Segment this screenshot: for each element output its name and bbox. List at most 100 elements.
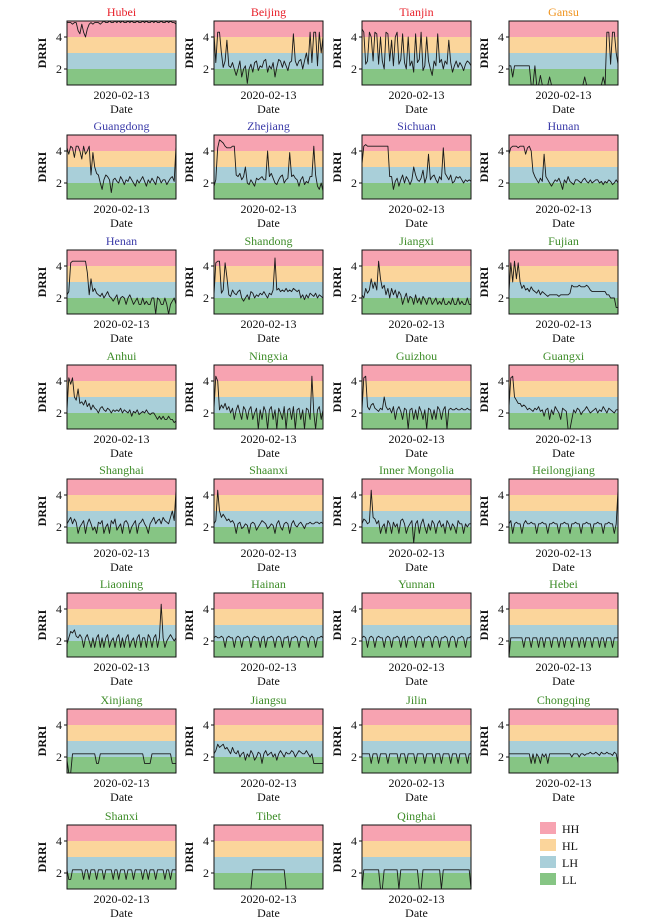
x-tick-label: 2020-02-13 bbox=[94, 432, 150, 446]
y-axis-label: DRRI bbox=[330, 841, 344, 872]
y-axis-label: DRRI bbox=[35, 266, 49, 297]
band-hl bbox=[509, 37, 618, 53]
y-axis-label: DRRI bbox=[330, 266, 344, 297]
x-tick-label: 2020-02-13 bbox=[94, 546, 150, 560]
y-tick-label: 2 bbox=[351, 634, 357, 648]
band-hl bbox=[214, 609, 323, 625]
band-hh bbox=[214, 825, 323, 841]
band-hl bbox=[214, 266, 323, 282]
y-tick-label: 4 bbox=[203, 30, 209, 44]
x-tick-label: 2020-02-13 bbox=[241, 432, 297, 446]
x-axis-label: Date bbox=[257, 446, 280, 460]
band-hh bbox=[67, 593, 176, 609]
drri-series-line bbox=[361, 144, 472, 190]
drri-series-line bbox=[66, 377, 177, 424]
y-tick-label: 4 bbox=[56, 718, 62, 732]
band-hh bbox=[509, 709, 618, 725]
panel-title: Tianjin bbox=[399, 5, 433, 19]
y-tick-label: 4 bbox=[351, 374, 357, 388]
band-ll bbox=[509, 757, 618, 773]
legend-swatch-ll bbox=[540, 873, 556, 885]
y-tick-label: 4 bbox=[498, 374, 504, 388]
band-lh bbox=[362, 857, 471, 873]
band-hh bbox=[362, 135, 471, 151]
x-axis-label: Date bbox=[405, 790, 428, 804]
panel-title: Jiangxi bbox=[399, 234, 434, 248]
y-axis-label: DRRI bbox=[35, 37, 49, 68]
y-tick-label: 2 bbox=[56, 62, 62, 76]
band-lh bbox=[214, 53, 323, 69]
band-ll bbox=[214, 641, 323, 657]
band-hl bbox=[67, 725, 176, 741]
band-lh bbox=[214, 857, 323, 873]
x-tick-label: 2020-02-13 bbox=[536, 546, 592, 560]
band-lh bbox=[509, 167, 618, 183]
drri-series-line bbox=[508, 375, 618, 430]
y-tick-label: 2 bbox=[498, 634, 504, 648]
band-hh bbox=[362, 825, 471, 841]
band-ll bbox=[67, 69, 176, 85]
x-axis-label: Date bbox=[552, 216, 575, 230]
y-tick-label: 2 bbox=[203, 176, 209, 190]
y-axis-label: DRRI bbox=[330, 495, 344, 526]
x-tick-label: 2020-02-13 bbox=[94, 892, 150, 906]
panel-frame bbox=[66, 824, 177, 890]
legend-swatch-lh bbox=[540, 856, 556, 868]
x-axis-label: Date bbox=[110, 216, 133, 230]
y-axis-label: DRRI bbox=[35, 609, 49, 640]
panel-frame bbox=[361, 592, 472, 658]
band-hh bbox=[214, 479, 323, 495]
x-axis-label: Date bbox=[552, 446, 575, 460]
y-axis-label: DRRI bbox=[330, 381, 344, 412]
panel-frame bbox=[66, 478, 177, 544]
band-lh bbox=[509, 282, 618, 298]
band-lh bbox=[67, 167, 176, 183]
x-tick-label: 2020-02-13 bbox=[241, 546, 297, 560]
x-axis-label: Date bbox=[257, 102, 280, 116]
band-hl bbox=[362, 381, 471, 397]
panel-title: Shanxi bbox=[105, 809, 139, 823]
band-hl bbox=[362, 266, 471, 282]
band-ll bbox=[214, 873, 323, 889]
panel-title: Guizhou bbox=[396, 349, 437, 363]
drri-series-line bbox=[361, 635, 472, 648]
y-tick-label: 4 bbox=[203, 488, 209, 502]
y-axis-label: DRRI bbox=[35, 725, 49, 756]
band-hl bbox=[214, 381, 323, 397]
x-axis-label: Date bbox=[552, 102, 575, 116]
y-tick-label: 4 bbox=[351, 144, 357, 158]
band-hh bbox=[67, 21, 176, 37]
band-lh bbox=[67, 282, 176, 298]
y-axis-label: DRRI bbox=[330, 151, 344, 182]
band-ll bbox=[362, 641, 471, 657]
y-tick-label: 2 bbox=[203, 62, 209, 76]
panel-title: Ningxia bbox=[249, 349, 288, 363]
band-hl bbox=[362, 609, 471, 625]
y-axis-label: DRRI bbox=[477, 381, 491, 412]
panel-title: Jilin bbox=[406, 693, 427, 707]
band-hl bbox=[67, 151, 176, 167]
panel-title: Sichuan bbox=[397, 119, 436, 133]
x-tick-label: 2020-02-13 bbox=[536, 660, 592, 674]
band-ll bbox=[214, 527, 323, 543]
band-ll bbox=[509, 183, 618, 199]
panel-frame bbox=[361, 134, 472, 200]
band-lh bbox=[362, 282, 471, 298]
y-tick-label: 2 bbox=[351, 866, 357, 880]
panel-frame bbox=[508, 592, 619, 658]
x-axis-label: Date bbox=[405, 216, 428, 230]
panel-title: Beijing bbox=[251, 5, 286, 19]
legend-swatch-hh bbox=[540, 822, 556, 834]
panel-frame bbox=[361, 20, 472, 86]
band-hh bbox=[362, 709, 471, 725]
band-ll bbox=[67, 298, 176, 314]
band-hh bbox=[509, 250, 618, 266]
y-tick-label: 4 bbox=[56, 144, 62, 158]
